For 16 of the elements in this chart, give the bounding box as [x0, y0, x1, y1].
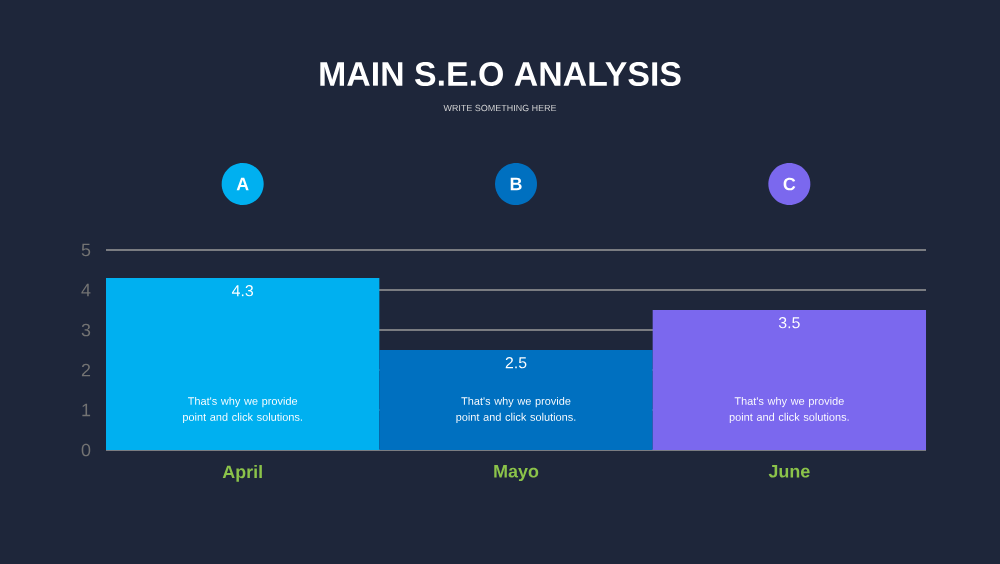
y-tick-label: 1: [82, 403, 91, 417]
y-tick-label: 3: [81, 323, 91, 337]
bar: [652, 310, 927, 450]
y-tick-label: 0: [81, 443, 91, 457]
x-tick-label: April: [222, 465, 262, 482]
bar: [106, 278, 380, 450]
x-tick-label: June: [768, 465, 810, 478]
text: C: [783, 177, 796, 191]
y-tick-label: 4: [81, 283, 91, 297]
bar: [379, 350, 653, 450]
x-tick-label: Mayo: [494, 465, 539, 482]
y-tick-label: 5: [81, 243, 91, 257]
y-tick-label: 2: [81, 363, 91, 377]
text: B: [510, 177, 522, 191]
text: A: [236, 177, 249, 191]
chart-title: MAIN S.E.O ANALYSIS: [320, 62, 681, 86]
